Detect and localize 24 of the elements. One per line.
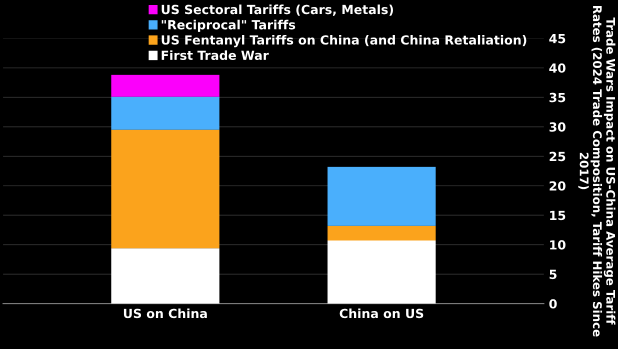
y-axis-title: Trade Wars Impact on US-China Average Tariff Rates (2024 Trade Composition, Tariff Hikes Since 2017): [578, 6, 616, 337]
x-tick-label: China on US: [340, 308, 424, 318]
y-tick-label: 45: [549, 34, 566, 44]
y-tick-label: 35: [550, 92, 566, 102]
y-tick-label: 40: [549, 63, 566, 73]
y-tick-label: 30: [550, 122, 566, 132]
y-tick-label: 5: [550, 270, 557, 280]
bar: [328, 226, 436, 241]
legend-label: US Fentanyl Tariffs on China (and China Retaliation): [162, 34, 526, 48]
legend-label: US Sectoral Tariffs (Cars, Metals): [162, 4, 393, 16]
bar: [111, 130, 220, 248]
y-tick-label: 0: [549, 299, 557, 309]
y-tick-label: 20: [550, 181, 566, 191]
bar: [111, 74, 220, 97]
legend-label: First Trade War: [162, 50, 269, 60]
x-tick-label: US on China: [124, 308, 207, 318]
bar: [328, 166, 436, 226]
legend-label: "Reciprocal" Tariffs: [162, 20, 296, 32]
bar: [328, 240, 436, 304]
bar: [111, 96, 220, 130]
y-tick-label: 25: [550, 152, 566, 162]
bar: [111, 248, 220, 304]
y-tick-label: 10: [550, 240, 566, 250]
y-tick-label: 15: [550, 210, 566, 220]
